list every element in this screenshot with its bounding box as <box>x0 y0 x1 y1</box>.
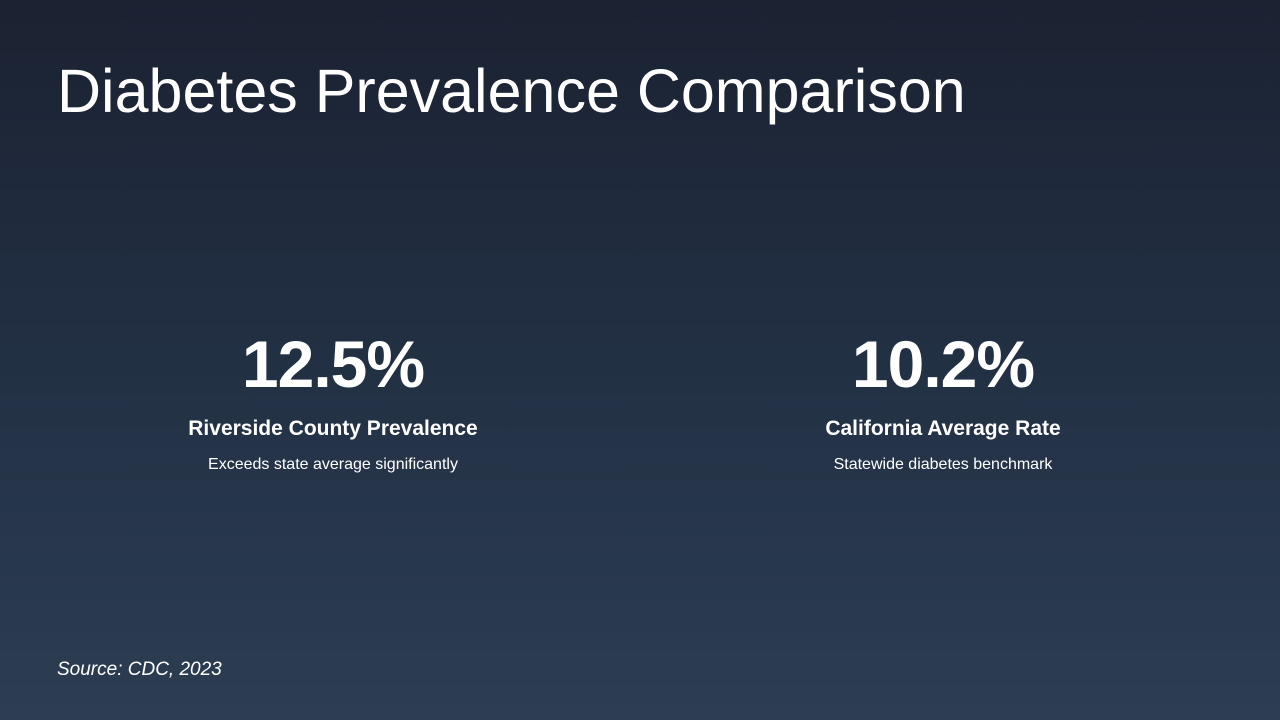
stat-riverside-county: 12.5% Riverside County Prevalence Exceed… <box>53 325 613 475</box>
source-citation: Source: CDC, 2023 <box>57 659 222 680</box>
stat-california-average: 10.2% California Average Rate Statewide … <box>663 325 1223 475</box>
stat-label: Riverside County Prevalence <box>188 417 478 440</box>
stat-value: 12.5% <box>241 327 425 401</box>
stat-value: 10.2% <box>851 327 1035 401</box>
stat-description: Statewide diabetes benchmark <box>833 456 1053 473</box>
slide-title: Diabetes Prevalence Comparison <box>57 57 966 125</box>
stat-label: California Average Rate <box>825 417 1061 440</box>
stats-comparison: 12.5% Riverside County Prevalence Exceed… <box>0 325 1280 495</box>
stat-description: Exceeds state average significantly <box>208 456 458 473</box>
